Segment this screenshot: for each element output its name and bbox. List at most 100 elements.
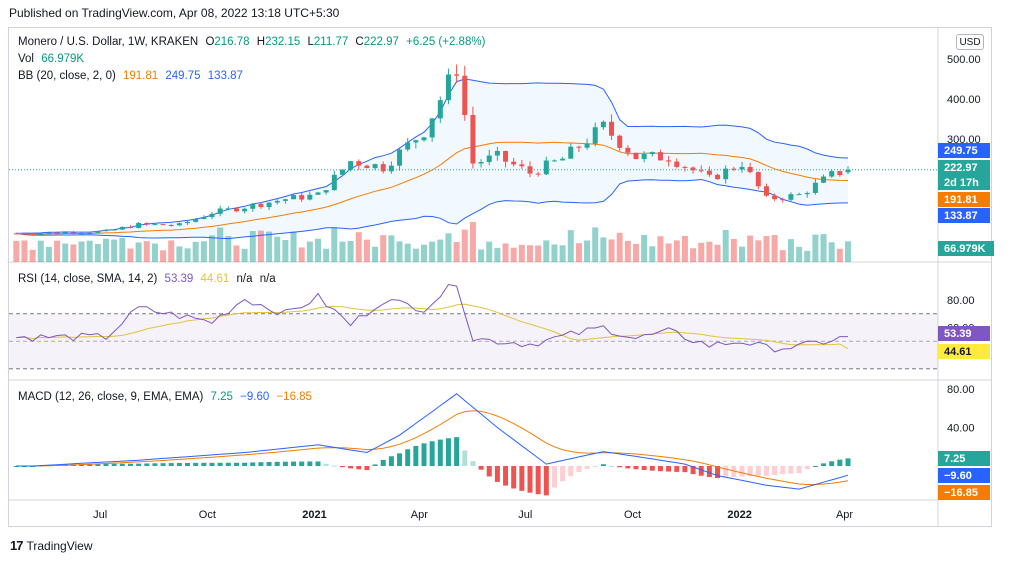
tag-rsi-text: 53.39 — [944, 328, 972, 340]
candle-body — [445, 74, 451, 101]
macd-hist-bar — [258, 462, 264, 466]
currency-button[interactable]: USD — [956, 34, 984, 50]
candle-body — [397, 149, 403, 166]
tradingview-mark-icon: 17 — [10, 538, 24, 553]
volume-bar — [176, 246, 183, 262]
candle-body — [731, 168, 737, 170]
volume-bar — [494, 247, 501, 262]
macd-signal-line — [16, 410, 849, 485]
candle-body — [152, 224, 158, 226]
macd-hist-bar — [543, 466, 549, 496]
macd-hist-bar — [641, 466, 647, 471]
macd-hist-bar — [421, 443, 427, 466]
macd-hist-bar — [152, 463, 158, 466]
tag-bb-mid-bg — [938, 192, 990, 207]
macd-hist-bar — [576, 466, 582, 473]
chart-frame[interactable] — [8, 27, 992, 527]
tag-macd-hist-bg — [938, 451, 990, 466]
macd-hist-bar — [804, 466, 810, 470]
macd-label: MACD (12, 26, close, 9, EMA, EMA) — [18, 391, 204, 403]
volume-bar — [372, 246, 379, 262]
tag-rsi-ma-text: 44.61 — [944, 346, 972, 358]
candle-body — [609, 121, 615, 136]
candle-body — [503, 151, 509, 162]
macd-hist-bar — [486, 466, 492, 477]
volume-bar — [486, 241, 493, 262]
candle-body — [103, 229, 109, 232]
tag-bb-upper-bg — [938, 143, 990, 158]
volume-bar — [331, 227, 338, 262]
volume-bar — [551, 244, 558, 262]
candle-body — [551, 160, 557, 162]
volume-bar — [527, 245, 533, 262]
macd-hist-bar — [242, 462, 248, 466]
bb-lower-value: 133.87 — [207, 70, 243, 82]
macd-hist-bar — [201, 462, 207, 466]
macd-hist-bar — [454, 437, 460, 466]
macd-hist-bar — [763, 466, 769, 476]
candle-body — [331, 174, 337, 191]
ohlc-l-label: L — [307, 36, 314, 48]
candle-body — [796, 194, 802, 196]
macd-hist-bar — [225, 462, 231, 466]
volume-bar — [339, 241, 346, 262]
candle-body — [225, 208, 231, 210]
volume-bar — [388, 235, 395, 262]
candle-body — [315, 192, 321, 195]
tag-last-price-bg — [938, 160, 990, 175]
tag-macd: −9.60 — [938, 468, 990, 483]
candle-body — [54, 232, 60, 234]
rsi-ma-line — [16, 303, 849, 350]
volume-bar — [347, 240, 354, 262]
candle-body — [30, 234, 36, 236]
price-tick-label: 500.00 — [947, 54, 981, 66]
macd-hist-bar — [323, 463, 329, 466]
macd-hist-bar — [87, 464, 93, 466]
candle-body — [657, 152, 663, 161]
candle-body — [111, 229, 117, 231]
candle-body — [576, 146, 582, 148]
tag-volume-bg — [938, 241, 994, 256]
ohlc-low: 211.77 — [313, 36, 349, 48]
macd-hist-bar — [348, 466, 354, 469]
volume-bar — [282, 239, 289, 262]
symbol-title: Monero / U.S. Dollar, 1W, KRAKEN — [18, 36, 199, 48]
macd-legend: MACD (12, 26, close, 9, EMA, EMA) 7.25 −… — [18, 391, 316, 403]
price-tick-label: 400.00 — [947, 94, 981, 106]
candle-body — [258, 203, 264, 208]
volume-bar — [217, 227, 224, 262]
macd-hist-bar — [127, 463, 133, 466]
macd-hist-bar — [494, 466, 500, 482]
candle-body — [421, 137, 427, 141]
macd-hist-bar — [185, 462, 191, 466]
time-tick-label: Oct — [624, 509, 641, 521]
tag-macd-text: −9.60 — [944, 470, 972, 482]
volume-bar — [747, 235, 754, 262]
volume-bar — [135, 242, 142, 262]
rsi-label: RSI (14, close, SMA, 14, 2) — [18, 273, 158, 285]
tag-macd-signal-bg — [938, 485, 990, 500]
volume-bar — [787, 239, 794, 262]
macd-hist-bar — [609, 465, 615, 467]
candle-body — [233, 208, 239, 212]
candle-body — [266, 202, 272, 208]
candle-body — [95, 231, 101, 233]
candle-body — [437, 100, 443, 119]
tag-rsi: 53.39 — [938, 326, 990, 341]
macd-hist-bar — [274, 461, 280, 466]
macd-hist-bar — [690, 466, 696, 475]
volume-bar — [535, 245, 542, 262]
candle-body — [788, 194, 794, 200]
macd-hist-bar — [339, 466, 345, 468]
candle-body — [380, 164, 386, 172]
macd-hist-bar — [535, 466, 541, 495]
volume-bar — [257, 230, 264, 262]
tradingview-logo[interactable]: 17 TradingView — [10, 538, 93, 553]
volume-bar — [363, 239, 370, 262]
macd-hist-bar — [250, 462, 256, 466]
ohlc-change: +6.25 (+2.88%) — [406, 36, 486, 48]
volume-bar — [673, 240, 680, 262]
volume-bar — [396, 241, 403, 262]
candle-body — [70, 232, 76, 234]
